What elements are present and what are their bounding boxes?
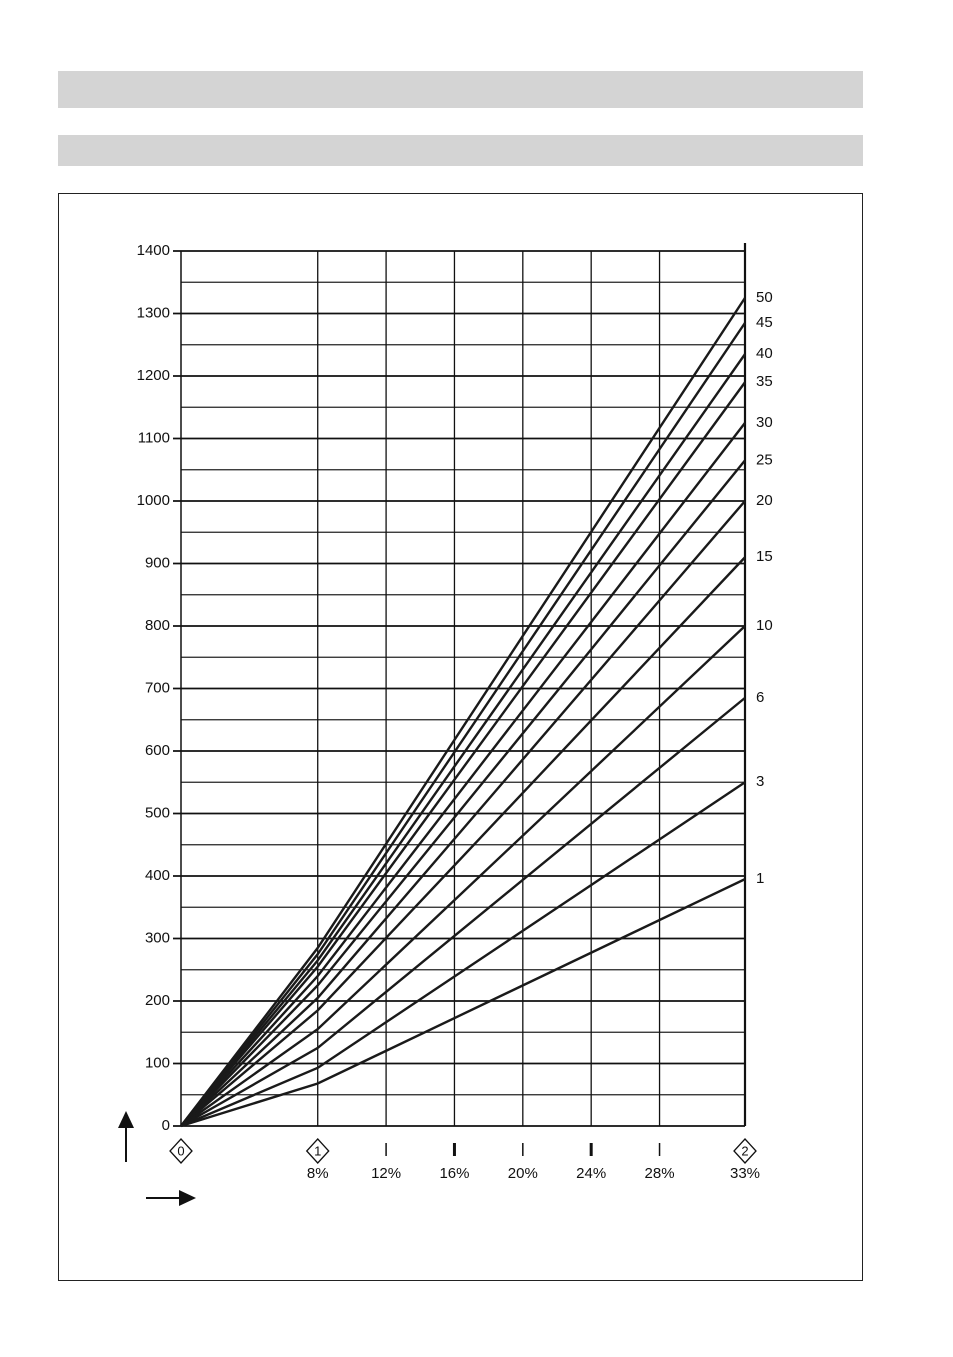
stage-marker — [169, 1138, 193, 1164]
series-label: 30 — [756, 414, 773, 431]
series-label: 25 — [756, 451, 773, 468]
subheader-bar — [58, 135, 863, 166]
series-label: 20 — [756, 492, 773, 509]
x-tick-label: 20% — [508, 1165, 538, 1182]
series-label: 45 — [756, 314, 773, 331]
y-tick-label: 100 — [145, 1054, 170, 1071]
y-tick-label: 700 — [145, 679, 170, 696]
x-tick-label: 16% — [439, 1165, 469, 1182]
series-line — [180, 556, 746, 1127]
y-tick-label: 600 — [145, 742, 170, 759]
stage-marker — [305, 1138, 330, 1164]
y-arrow — [118, 1111, 134, 1162]
y-tick-label: 1400 — [137, 242, 170, 259]
x-tick-label: 8% — [307, 1165, 329, 1182]
series-line — [180, 353, 746, 1127]
stage-marker-label: 0 — [177, 1143, 184, 1158]
y-tick-label: 0 — [162, 1117, 170, 1134]
x-tick-label: 24% — [576, 1165, 606, 1182]
series-label: 50 — [756, 289, 773, 306]
y-tick-label: 500 — [145, 804, 170, 821]
series-label: 15 — [756, 548, 773, 565]
series-line — [180, 459, 746, 1127]
series-line — [180, 625, 746, 1127]
x-tick-label: 33% — [730, 1165, 760, 1182]
y-tick-label: 200 — [145, 992, 170, 1009]
stage-marker — [733, 1138, 757, 1164]
y-tick-label: 400 — [145, 867, 170, 884]
series-line — [180, 322, 746, 1127]
plot: 0100200300400500600700800900100011001200… — [137, 242, 773, 1182]
series-label: 40 — [756, 345, 773, 362]
series-label: 6 — [756, 689, 764, 706]
series-label: 35 — [756, 373, 773, 390]
y-tick-label: 300 — [145, 929, 170, 946]
series-label: 3 — [756, 773, 764, 790]
y-tick-label: 800 — [145, 617, 170, 634]
x-arrow — [146, 1190, 196, 1206]
y-tick-label: 1100 — [138, 429, 170, 446]
series-line — [180, 878, 746, 1128]
stage-marker-label: 1 — [314, 1143, 321, 1158]
stage-marker-label: 2 — [741, 1143, 748, 1158]
header-bar — [58, 71, 863, 108]
series-line — [180, 696, 746, 1128]
y-tick-label: 1200 — [137, 367, 170, 384]
series-line — [180, 422, 746, 1127]
chart-frame — [58, 193, 863, 1281]
series-label: 1 — [756, 870, 764, 887]
series-line — [180, 297, 747, 1127]
y-tick-label: 1000 — [137, 492, 170, 509]
series-label: 10 — [756, 617, 773, 634]
x-tick-label: 12% — [371, 1165, 401, 1182]
series-line — [180, 381, 746, 1127]
series-line — [180, 500, 746, 1127]
series-line — [180, 781, 746, 1128]
y-tick-label: 900 — [145, 554, 170, 571]
y-tick-label: 1300 — [137, 304, 170, 321]
x-tick-label: 28% — [645, 1165, 675, 1182]
